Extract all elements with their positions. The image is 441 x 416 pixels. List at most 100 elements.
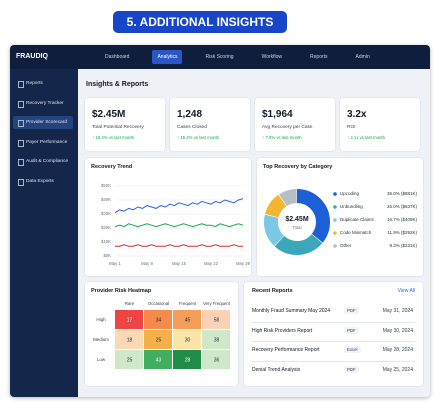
cell-value: 58	[214, 317, 220, 323]
heatmap: Rare Occasional Frequent Very Frequent High 1…	[93, 301, 231, 369]
kpi-change: ↑ 18.4% vs last month	[92, 135, 135, 140]
row-label: High	[96, 317, 106, 322]
heat-cell	[202, 350, 230, 369]
heat-cell	[115, 350, 143, 369]
nav-item[interactable]: Risk Scoring	[205, 54, 234, 60]
column-label: Rare	[125, 301, 135, 306]
row-divider	[252, 360, 415, 362]
nav-item[interactable]: Admin	[355, 54, 370, 60]
y-tick-label: $0K	[103, 253, 111, 258]
legend-dot	[333, 192, 337, 196]
category-card: Top Recovery by Category Upcoding 36.0% (…	[257, 158, 423, 276]
y-tick-label: $40K	[101, 197, 111, 202]
value-label: 26.0% ($637K)	[387, 204, 418, 209]
heatmap-card: Provider Risk Heatmap Rare Occasional Freq…	[85, 282, 238, 386]
donut-chart: Upcoding 36.0% ($881K) Unbundling 26.0% ($6…	[264, 189, 418, 255]
x-tick-label: May 15	[172, 261, 187, 266]
row-label: Low	[97, 357, 106, 362]
kpi-change: ↑ 7.0% vs last month	[262, 135, 302, 140]
legend-label: Unbundling	[340, 204, 363, 209]
nav-item[interactable]: Analytics	[152, 50, 183, 64]
page-heading: Insights & Reports	[86, 81, 149, 88]
x-tick-label: May 22	[204, 261, 219, 266]
column-label: Very Frequent	[203, 301, 231, 306]
legend-label: Other	[340, 243, 352, 248]
report-name[interactable]: Denial Trend Analysis	[252, 366, 301, 373]
row-label: Medium	[93, 337, 109, 342]
sidebar: Reports Recovery Tracker Provider Scorecar…	[10, 69, 78, 397]
view-all-link[interactable]: View All	[397, 288, 415, 294]
cell-value: 38	[214, 337, 220, 343]
sidebar-item[interactable]: Audit & Compliance	[13, 155, 73, 168]
row-divider	[252, 341, 415, 342]
nav-item[interactable]: Reports	[310, 54, 328, 60]
banner: 5. ADDITIONAL INSIGHTS	[113, 11, 287, 33]
kpi-change: ↑ 15.2% vs last month	[177, 135, 220, 140]
x-tick-label: May 29	[236, 261, 251, 266]
line-chart: $0K $10K $20K $30K $40K $50K May 1 May 8 May 15 M…	[101, 183, 251, 266]
kpi-card: 1,248 Cases Closed ↑ 15.2% vs last month	[170, 98, 250, 151]
heat-cell	[115, 310, 143, 329]
sidebar-item[interactable]: Payer Performance	[13, 136, 73, 149]
column-label: Occasional	[148, 301, 169, 306]
value-label: 36.0% ($881K)	[387, 191, 418, 196]
heat-cell	[144, 350, 172, 369]
sidebar-item[interactable]: Recovery Tracker	[13, 97, 73, 110]
kpi-card: 3.2x ROI ↑ 2.1x vs last month	[340, 98, 420, 151]
kpi-label: ROI	[347, 125, 356, 130]
legend-label: Code Mismatch	[340, 230, 372, 235]
kpi-change: ↑ 2.1x vs last month	[347, 135, 385, 140]
report-name[interactable]: Monthly Fraud Summary May 2024	[252, 308, 331, 314]
report-date: May 28, 2024	[382, 347, 413, 353]
card-title: Recent Reports	[252, 288, 293, 294]
report-date: May 30, 2024	[382, 327, 413, 334]
y-tick-label: $10K	[101, 239, 111, 244]
cell-value: 45	[185, 317, 191, 323]
donut-segment	[264, 189, 330, 255]
heat-cell	[202, 330, 230, 349]
x-tick-label: May 8	[141, 261, 153, 266]
app-window: FRAUDIQ Dashboard Analytics Risk Scoring Wo…	[10, 45, 430, 397]
cell-value: 36	[214, 357, 220, 363]
heat-cell	[144, 330, 172, 349]
donut-segment	[264, 189, 330, 255]
cell-value: 17	[127, 317, 133, 323]
kpi-value: 1,248	[177, 109, 203, 120]
kpi-label: Avg Recovery per Case	[262, 125, 313, 130]
trend-line	[114, 223, 244, 228]
donut-segment	[264, 189, 330, 255]
legend-dot	[333, 231, 337, 235]
cell-value: 18	[127, 337, 133, 343]
cell-value: 25	[127, 357, 133, 363]
trend-line	[114, 198, 244, 214]
top-bar: FRAUDIQ Dashboard Analytics Risk Scoring Wo…	[10, 45, 430, 69]
value-label: 9.3% ($231K)	[389, 243, 417, 248]
logo[interactable]: FRAUDIQ	[16, 53, 48, 60]
kpi-card: $1,964 Avg Recovery per Case ↑ 7.0% vs las…	[255, 98, 335, 151]
nav-item[interactable]: Dashboard	[105, 54, 130, 60]
sidebar-item[interactable]: Reports	[13, 77, 73, 90]
kpi-label: Total Potential Recovery	[92, 125, 144, 130]
legend-dot	[333, 205, 337, 209]
cell-value: 34	[156, 317, 162, 323]
row-divider	[252, 321, 415, 323]
report-name[interactable]: High Risk Providers Report	[252, 327, 313, 334]
cell-value: 28	[185, 357, 191, 363]
kpi-value: 3.2x	[347, 109, 367, 120]
value-label: 11.9% ($292K)	[387, 230, 417, 235]
trend-card: Recovery Trend $0K $10K $20K $30K $40K $50K Ma…	[85, 158, 251, 276]
value-label: 16.7% ($409K)	[387, 217, 418, 222]
cell-value: 25	[156, 337, 162, 343]
nav-item[interactable]: Workflow	[261, 54, 283, 60]
sidebar-item[interactable]: Data Exports	[13, 175, 73, 188]
report-format: PDF	[344, 326, 359, 334]
reports-card: Recent Reports View All Monthly Fraud Su…	[244, 282, 423, 386]
trend-line	[115, 244, 243, 247]
report-date: May 25, 2024	[382, 366, 413, 373]
sidebar-item[interactable]: Provider Scorecard	[13, 116, 73, 129]
card-title: Top Recovery by Category	[263, 164, 333, 170]
report-name[interactable]: Recovery Performance Report	[252, 347, 320, 353]
report-format: PDF	[344, 365, 359, 373]
report-date: May 31, 2024	[382, 308, 413, 314]
